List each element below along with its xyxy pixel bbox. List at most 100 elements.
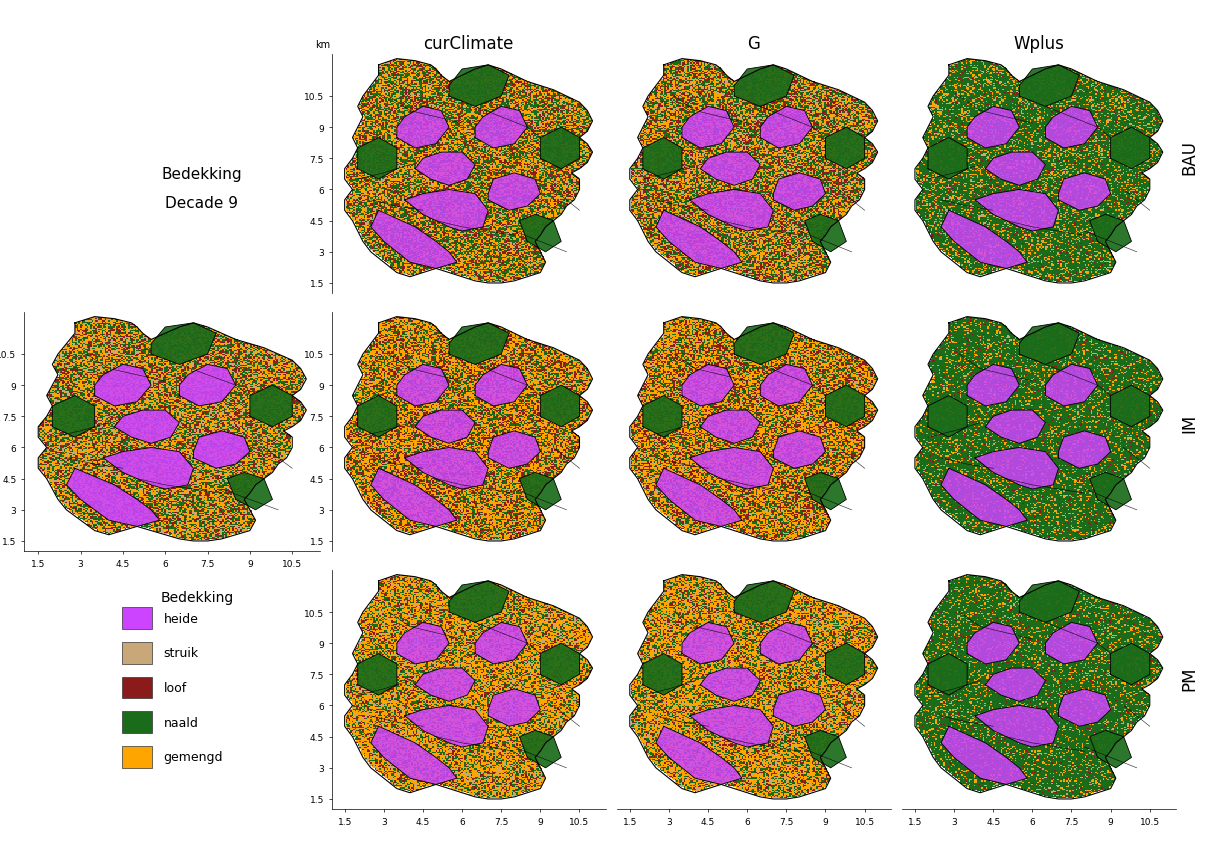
Text: heide: heide (163, 612, 198, 625)
Text: Bedekking: Bedekking (162, 167, 242, 182)
Polygon shape (1046, 623, 1097, 665)
Title: curClimate: curClimate (423, 34, 514, 53)
Polygon shape (643, 138, 681, 180)
Polygon shape (520, 473, 561, 510)
Polygon shape (1059, 431, 1111, 469)
Polygon shape (967, 107, 1019, 149)
Polygon shape (180, 365, 236, 406)
Polygon shape (540, 128, 580, 170)
Polygon shape (804, 216, 847, 252)
Polygon shape (825, 128, 865, 170)
Polygon shape (1059, 689, 1111, 727)
Polygon shape (974, 705, 1059, 747)
Polygon shape (475, 107, 527, 149)
Polygon shape (397, 107, 449, 149)
Text: BAU: BAU (1181, 140, 1199, 175)
Text: loof: loof (163, 682, 187, 694)
Polygon shape (734, 581, 795, 623)
Bar (122, 746, 152, 768)
Bar (122, 642, 152, 664)
Polygon shape (927, 653, 967, 695)
Polygon shape (1046, 107, 1097, 149)
Polygon shape (974, 448, 1059, 489)
Polygon shape (656, 727, 742, 785)
Polygon shape (681, 365, 734, 406)
Polygon shape (681, 107, 734, 149)
Polygon shape (488, 431, 540, 469)
Polygon shape (1059, 174, 1111, 211)
Polygon shape (370, 727, 457, 785)
Polygon shape (520, 730, 561, 768)
Polygon shape (985, 411, 1046, 444)
Polygon shape (405, 190, 488, 232)
Polygon shape (681, 623, 734, 665)
Polygon shape (941, 469, 1028, 527)
Polygon shape (540, 386, 580, 427)
Polygon shape (701, 153, 760, 186)
Polygon shape (397, 623, 449, 665)
Polygon shape (449, 581, 509, 623)
Text: gemengd: gemengd (163, 751, 223, 763)
Polygon shape (825, 386, 865, 427)
Polygon shape (760, 107, 813, 149)
Polygon shape (250, 386, 292, 427)
Polygon shape (773, 174, 825, 211)
Polygon shape (760, 365, 813, 406)
Polygon shape (193, 431, 250, 469)
Polygon shape (974, 190, 1059, 232)
Polygon shape (1019, 66, 1079, 107)
Polygon shape (115, 411, 180, 444)
Polygon shape (656, 469, 742, 527)
Title: Wplus: Wplus (1013, 34, 1065, 53)
Polygon shape (804, 730, 847, 768)
Polygon shape (415, 668, 475, 701)
Bar (122, 677, 152, 699)
Polygon shape (66, 469, 159, 527)
Polygon shape (1111, 643, 1149, 685)
Polygon shape (1090, 473, 1131, 510)
Polygon shape (540, 643, 580, 685)
Polygon shape (405, 448, 488, 489)
Polygon shape (690, 448, 773, 489)
Polygon shape (760, 623, 813, 665)
Title: G: G (748, 34, 760, 53)
Polygon shape (449, 324, 509, 365)
Polygon shape (804, 473, 847, 510)
Text: Bedekking: Bedekking (160, 590, 234, 604)
Polygon shape (927, 138, 967, 180)
Polygon shape (643, 653, 681, 695)
Polygon shape (1090, 216, 1131, 252)
Polygon shape (941, 727, 1028, 785)
Bar (122, 711, 152, 733)
Text: Decade 9: Decade 9 (165, 196, 239, 210)
Polygon shape (1019, 324, 1079, 365)
Polygon shape (1090, 730, 1131, 768)
Polygon shape (370, 469, 457, 527)
Polygon shape (701, 668, 760, 701)
Polygon shape (1111, 386, 1149, 427)
Polygon shape (227, 473, 273, 510)
Polygon shape (1019, 581, 1079, 623)
Polygon shape (475, 623, 527, 665)
Polygon shape (656, 211, 742, 269)
Polygon shape (967, 365, 1019, 406)
Polygon shape (1111, 128, 1149, 170)
Polygon shape (927, 396, 967, 438)
Polygon shape (151, 324, 216, 365)
Polygon shape (405, 705, 488, 747)
Polygon shape (475, 365, 527, 406)
Polygon shape (415, 153, 475, 186)
Bar (122, 607, 152, 630)
Polygon shape (358, 653, 397, 695)
Polygon shape (488, 174, 540, 211)
Polygon shape (52, 396, 95, 438)
Polygon shape (967, 623, 1019, 665)
Polygon shape (734, 324, 795, 365)
Polygon shape (449, 66, 509, 107)
Polygon shape (370, 211, 457, 269)
Polygon shape (690, 705, 773, 747)
Polygon shape (701, 411, 760, 444)
Polygon shape (941, 211, 1028, 269)
Polygon shape (825, 643, 865, 685)
Polygon shape (358, 138, 397, 180)
